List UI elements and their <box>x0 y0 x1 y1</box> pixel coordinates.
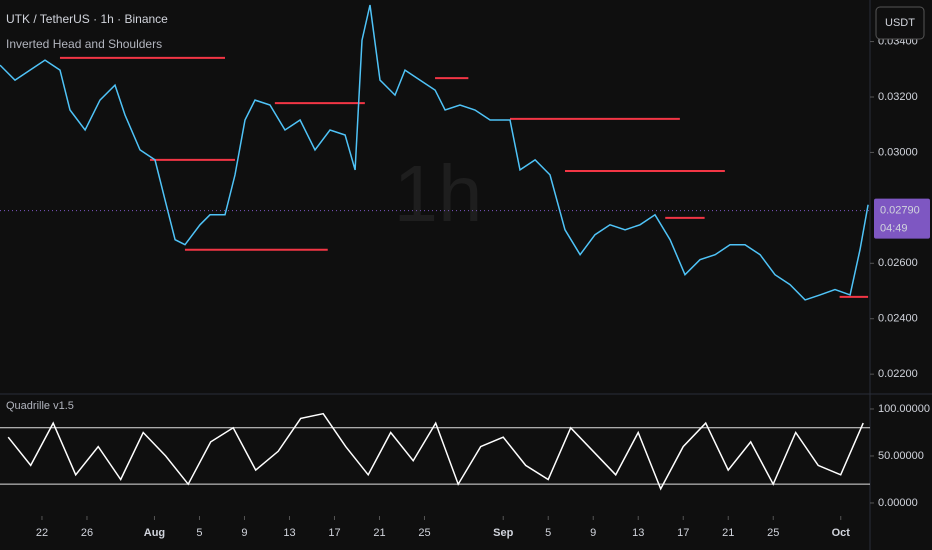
x-tick-label: 13 <box>283 527 295 539</box>
x-tick-label: 21 <box>373 527 385 539</box>
last-price-box <box>874 198 930 239</box>
x-tick-label: 21 <box>722 527 734 539</box>
series-line <box>0 4 869 301</box>
countdown: 04:49 <box>880 223 908 235</box>
oscillator-title: Quadrille v1.5 <box>6 400 74 412</box>
x-tick-label: 17 <box>328 527 340 539</box>
x-tick-label: 25 <box>767 527 779 539</box>
y-tick-label: 0.02600 <box>878 257 918 269</box>
currency[interactable]: USDT <box>885 17 915 29</box>
x-tick-label: 5 <box>545 527 551 539</box>
x-tick-label: 17 <box>677 527 689 539</box>
chart-title: UTK / TetherUS · 1h · Binance <box>6 12 168 26</box>
x-tick-label: 26 <box>81 527 93 539</box>
x-tick-label: 13 <box>632 527 644 539</box>
y-tick-label: 50.00000 <box>878 450 924 462</box>
y-tick-label: 0.00000 <box>878 497 918 509</box>
x-tick-label: 22 <box>36 527 48 539</box>
y-tick-label: 0.03200 <box>878 91 918 103</box>
x-tick-label: 9 <box>590 527 596 539</box>
x-tick-label: 9 <box>241 527 247 539</box>
x-tick-label: Sep <box>493 527 513 539</box>
x-tick-label: 5 <box>196 527 202 539</box>
series-line <box>7 412 864 491</box>
watermark: 1h <box>394 149 483 238</box>
y-tick-label: 0.02400 <box>878 313 918 325</box>
y-tick-label: 0.02200 <box>878 368 918 380</box>
last-price-label: 0.02790 <box>880 205 920 217</box>
y-tick-label: 0.03000 <box>878 146 918 158</box>
y-tick-label: 100.00000 <box>878 403 930 415</box>
x-tick-label: 25 <box>418 527 430 539</box>
indicator-name: Inverted Head and Shoulders <box>6 37 162 51</box>
x-tick-label: Aug <box>144 527 165 539</box>
x-tick-label: Oct <box>832 527 851 539</box>
currency-button[interactable] <box>875 6 925 40</box>
